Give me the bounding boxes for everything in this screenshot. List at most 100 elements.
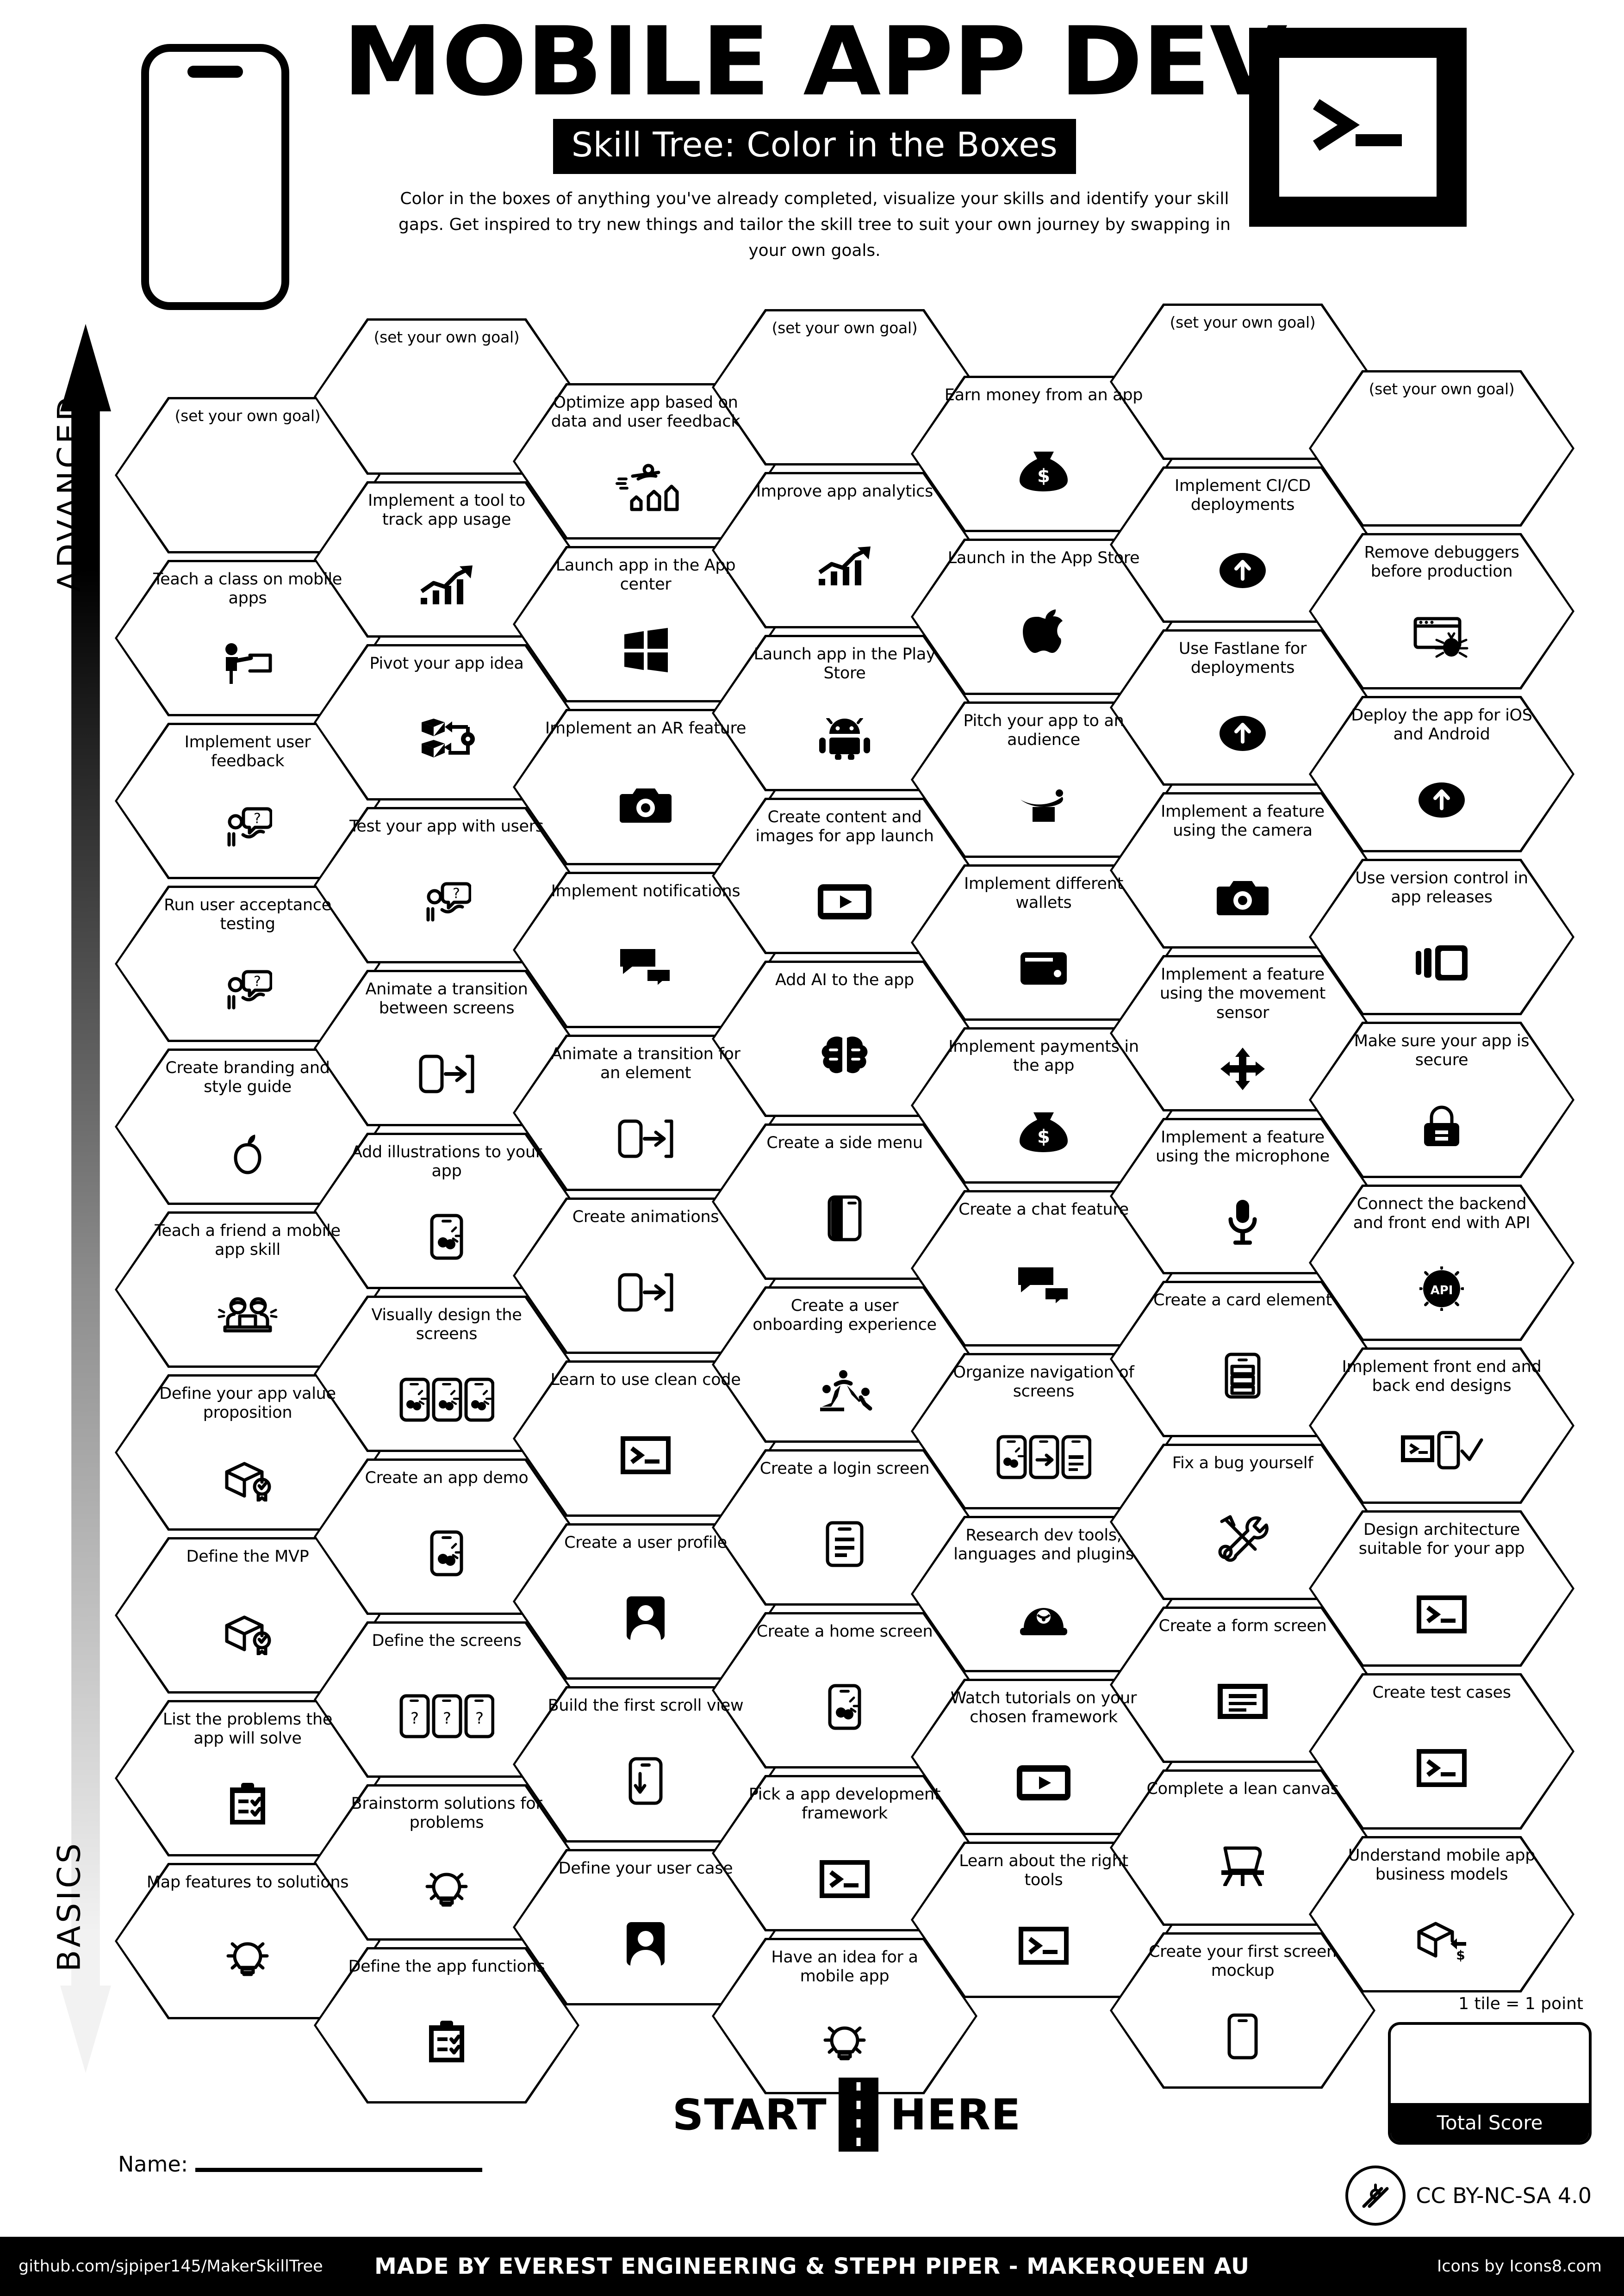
name-input-line[interactable] [195,2168,483,2172]
skill-hex-tile[interactable]: Define your app value proposition [115,1374,380,1531]
hex-label: Create content and images for app launch [755,808,934,846]
skill-hex-tile[interactable]: Create a chat feature [911,1190,1176,1347]
hex-fill-area[interactable] [1311,1513,1572,1664]
skill-hex-tile[interactable]: Use Fastlane for deployments [1110,629,1375,786]
skill-hex-tile[interactable]: Create a home screen [712,1612,977,1769]
skill-hex-tile[interactable]: Teach a friend a mobile app skill [115,1211,380,1368]
hex-fill-area[interactable] [1112,1935,1373,2086]
skill-hex-tile[interactable]: Understand mobile app business models $ [1309,1836,1574,1992]
skill-hex-tile[interactable]: (set your own goal) [1309,370,1574,527]
skill-hex-tile[interactable]: Brainstorm solutions for problems [314,1784,579,1941]
skill-hex-tile[interactable]: Create a user onboarding experience [712,1286,977,1443]
hex-label: Earn money from an app [944,386,1143,404]
skill-hex-tile[interactable]: Implement CI/CD deployments [1110,466,1375,623]
hex-label: Implement different wallets [964,875,1124,912]
skill-hex-tile[interactable]: Launch app in the App center [513,546,778,702]
skill-hex-tile[interactable]: Test your app with users? [314,807,579,963]
skill-hex-tile[interactable]: Run user acceptance testing? [115,886,380,1042]
skill-hex-tile[interactable]: (set your own goal) [115,397,380,553]
skill-hex-tile[interactable]: Have an idea for a mobile app [712,1938,977,2094]
hex-content: Teach a friend a mobile app skill [115,1211,380,1368]
skill-hex-tile[interactable]: Define the screens??? [314,1621,579,1778]
footer-icons-credit[interactable]: Icons by Icons8.com [1437,2257,1602,2276]
skill-hex-tile[interactable]: Deploy the app for iOS and Android [1309,696,1574,852]
hex-fill-area[interactable] [714,1940,975,2092]
skill-hex-tile[interactable]: Earn money from an app $ [911,376,1176,532]
skill-hex-tile[interactable]: Create an app demo [314,1458,579,1615]
skill-hex-tile[interactable]: Create branding and style guide [115,1049,380,1205]
versions-icon [1415,911,1468,1015]
skill-hex-tile[interactable]: (set your own goal) [712,309,977,465]
skill-hex-tile[interactable]: Animate a transition between screens [314,970,579,1126]
skill-hex-tile[interactable]: Create animations [513,1198,778,1354]
skill-hex-tile[interactable]: Create test cases [1309,1673,1574,1830]
skill-hex-tile[interactable]: List the problems the app will solve [115,1700,380,1856]
skill-hex-tile[interactable]: Improve app analytics [712,472,977,628]
skill-hex-tile[interactable]: Make sure your app is secure [1309,1022,1574,1178]
skill-hex-tile[interactable]: Complete a lean canvas [1110,1769,1375,1926]
skill-hex-tile[interactable]: Launch in the App Store [911,539,1176,695]
skill-hex-tile[interactable]: Pick a app development framework [712,1775,977,1931]
skill-hex-tile[interactable]: Map features to solutions [115,1863,380,2019]
hex-fill-area[interactable] [1311,535,1572,687]
skill-hex-tile[interactable]: Define your user case [513,1849,778,2005]
skill-hex-tile[interactable]: Implement user feedback? [115,723,380,879]
skill-hex-tile[interactable]: Implement a feature using the camera [1110,792,1375,949]
skill-hex-tile[interactable]: Animate a transition for an element [513,1035,778,1191]
skill-hex-tile[interactable]: Use version control in app releases [1309,859,1574,1015]
footer-repo-link[interactable]: github.com/sjpiper145/MakerSkillTree [19,2257,323,2276]
hex-label: Implement a feature using the camera [1161,802,1325,840]
deploy-up-icon [1418,748,1466,852]
skill-hex-tile[interactable]: Optimize app based on data and user feed… [513,383,778,540]
camera-icon [1217,844,1269,949]
skill-hex-tile[interactable]: (set your own goal) [314,318,579,475]
skill-hex-tile[interactable]: Implement a tool to track app usage [314,481,579,638]
skill-hex-tile[interactable]: Build the first scroll view [513,1686,778,1843]
skill-hex-tile[interactable]: Implement different wallets [911,864,1176,1021]
skill-hex-tile[interactable]: Create a side menu [712,1123,977,1280]
skill-hex-tile[interactable]: Organize navigation of screens [911,1353,1176,1509]
skill-hex-tile[interactable]: Learn about the right tools [911,1842,1176,1998]
user-card-icon [626,1882,666,2005]
skill-hex-tile[interactable]: Watch tutorials on your chosen framework [911,1679,1176,1835]
skill-hex-tile[interactable]: Research dev tools, languages and plugin… [911,1516,1176,1672]
hex-fill-area[interactable] [1311,861,1572,1013]
skill-hex-tile[interactable]: Launch app in the Play Store [712,635,977,791]
skill-hex-tile[interactable]: Create content and images for app launch [712,798,977,954]
skill-hex-tile[interactable]: Connect the backend and front end with A… [1309,1185,1574,1341]
skill-hex-tile[interactable]: Define the MVP [115,1537,380,1694]
hex-fill-area[interactable] [1311,1838,1572,1990]
skill-hex-tile[interactable]: Create your first screen mockup [1110,1932,1375,2089]
skill-hex-tile[interactable]: Implement a feature using the microphone [1110,1118,1375,1274]
skill-hex-tile[interactable]: Teach a class on mobile apps [115,560,380,716]
skill-hex-tile[interactable]: Implement notifications [513,872,778,1028]
score-card[interactable]: Total Score [1388,2022,1592,2145]
hex-fill-area[interactable] [1311,698,1572,850]
skill-hex-tile[interactable]: Add illustrations to your app [314,1133,579,1289]
skill-hex-tile[interactable]: Create a login screen [712,1449,977,1606]
skill-hex-tile[interactable]: Create a form screen [1110,1607,1375,1763]
skill-hex-tile[interactable]: Pitch your app to an audience [911,701,1176,858]
skill-hex-tile[interactable]: Add AI to the app [712,961,977,1117]
hex-label: Create a user onboarding experience [753,1297,937,1334]
skill-hex-tile[interactable]: Define the app functions [314,1947,579,2104]
skill-hex-tile[interactable]: Implement an AR feature [513,709,778,865]
skill-hex-tile[interactable]: Fix a bug yourself [1110,1444,1375,1600]
skill-hex-tile[interactable]: Learn to use clean code [513,1360,778,1517]
skill-hex-tile[interactable]: Visually design the screens [314,1296,579,1452]
hex-fill-area[interactable] [1311,1350,1572,1502]
skill-hex-tile[interactable]: Remove debuggers before production [1309,533,1574,689]
skill-hex-tile[interactable]: (set your own goal) [1110,304,1375,460]
skill-hex-tile[interactable]: Design architecture suitable for your ap… [1309,1510,1574,1667]
hex-fill-area[interactable] [1311,372,1572,524]
skill-hex-tile[interactable]: Pivot your app idea [314,644,579,800]
hex-label: Have an idea for a mobile app [771,1948,918,1986]
skill-hex-tile[interactable]: Implement a feature using the movement s… [1110,955,1375,1111]
hex-label: Create a form screen [1158,1617,1327,1635]
hex-fill-area[interactable] [1311,1024,1572,1176]
skill-hex-tile[interactable]: Create a card element [1110,1281,1375,1437]
hex-fill-area[interactable] [1311,1187,1572,1339]
skill-hex-tile[interactable]: Create a user profile [513,1523,778,1680]
skill-hex-tile[interactable]: Implement front end and back end designs [1309,1347,1574,1504]
skill-hex-tile[interactable]: Implement payments in the app $ [911,1027,1176,1184]
